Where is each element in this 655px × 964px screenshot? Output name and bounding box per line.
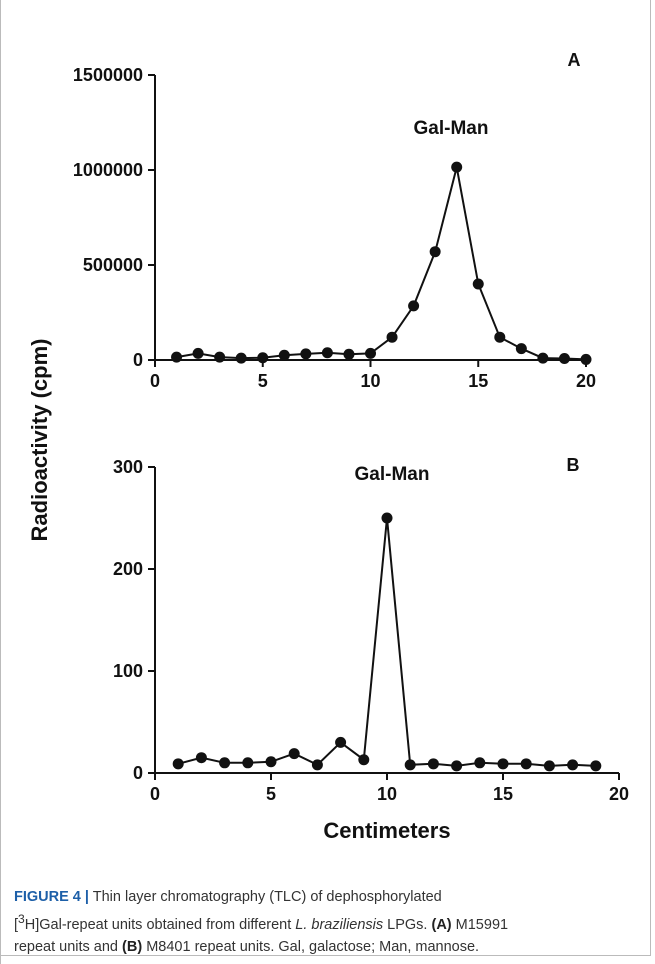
panel-a-peak-annotation: Gal-Man (414, 118, 489, 139)
panel-b-x-tick-label: 15 (493, 784, 513, 804)
caption-ref-b: (B) (122, 938, 143, 955)
panel-a-chart: 0 500000 1000000 1500000 0 5 10 15 20 A Gal-Man (73, 50, 596, 391)
panel-a-label: A (568, 50, 581, 70)
panel-b-y-tick-label: 300 (113, 457, 143, 477)
panel-a-x-tick-label: 5 (258, 371, 268, 391)
caption-text-4: repeat units and (14, 938, 123, 955)
panel-a-x-tick-label: 15 (468, 371, 488, 391)
panel-a-series-line (176, 166, 587, 361)
panel-b-data-point (404, 759, 416, 771)
x-axis-label: Centimeters (323, 818, 450, 843)
panel-b-data-point (590, 760, 602, 772)
panel-a-data-point (386, 331, 398, 343)
panel-a-data-point (537, 352, 549, 364)
caption-species: L. braziliensis (295, 916, 384, 933)
caption-text-2-pre: [ (14, 916, 19, 933)
panel-b-data-point (195, 752, 207, 764)
panel-a-x-tick-label: 10 (360, 371, 380, 391)
panel-a-data-point (429, 246, 441, 258)
caption-superscript: 3 (18, 912, 25, 926)
panel-b-data-point (335, 736, 347, 748)
panel-a-data-point (365, 347, 376, 359)
caption-text-2-end: LPGs. (383, 916, 432, 933)
panel-a-data-point (300, 348, 312, 360)
panel-b-y-tick-label: 200 (113, 559, 143, 579)
panel-b-data-point (172, 758, 184, 770)
panel-a-y-tick-label: 500000 (83, 255, 143, 275)
figure-caption: FIGURE 4 | Thin layer chromatography (TL… (14, 886, 644, 958)
panel-b-data-point (288, 748, 300, 760)
caption-text-5: M8401 repeat units. Gal, galactose; Man,… (142, 938, 480, 955)
caption-text-2: H]Gal-repeat units obtained from differe… (24, 916, 296, 933)
panel-a-data-point (278, 349, 290, 361)
tlc-figure: Radioactivity (cpm) Centimeters 0 500000 1… (27, 50, 629, 843)
panel-a-data-point (343, 348, 355, 360)
panel-b-data-point (219, 757, 231, 769)
panel-b-data-point (358, 754, 370, 766)
panel-b-x-tick-label: 0 (150, 784, 160, 804)
panel-b-x-tick-label: 5 (266, 784, 276, 804)
panel-a-data-point (192, 347, 204, 359)
panel-a-data-point (171, 351, 183, 363)
panel-a-y-tick-label: 1500000 (73, 65, 143, 85)
panel-b-peak-annotation: Gal-Man (355, 464, 430, 485)
panel-b-data-point (381, 512, 393, 524)
panel-a-data-point (494, 331, 506, 343)
panel-a-data-point (580, 353, 592, 365)
panel-b-y-tick-label: 0 (133, 763, 143, 783)
panel-a-y-tick-label: 1000000 (73, 160, 143, 180)
panel-a-data-point (451, 161, 463, 173)
panel-a-data-point (214, 351, 226, 363)
panel-b-data-point (427, 758, 439, 770)
caption-text-3: M15991 (451, 916, 509, 933)
panel-a-data-point (472, 278, 484, 290)
panel-a-x-tick-label: 20 (576, 371, 596, 391)
panel-b-series-line (177, 517, 596, 767)
panel-a-data-point (515, 343, 527, 355)
panel-b-data-point (242, 757, 254, 769)
panel-b-data-point (497, 758, 509, 770)
panel-b-data-point (567, 759, 579, 771)
panel-a-data-point (408, 300, 420, 312)
panel-b-data-point (311, 759, 323, 771)
panel-a-data-point (235, 352, 247, 364)
caption-text-1: Thin layer chromatography (TLC) of depho… (88, 889, 442, 905)
panel-b-data-point (520, 758, 532, 770)
panel-b-data-point (451, 760, 463, 772)
panel-b-x-tick-label: 20 (609, 784, 629, 804)
caption-label: FIGURE 4 | (14, 889, 89, 905)
panel-b-data-point (265, 756, 277, 768)
caption-ref-a: (A) (431, 916, 452, 933)
panel-b-chart: 0 100 200 300 0 5 10 15 20 B Gal-Man (113, 455, 629, 804)
panel-a-data-point (257, 352, 269, 364)
panel-b-label: B (567, 455, 580, 475)
panel-b-y-tick-label: 100 (113, 661, 143, 681)
panel-a-x-tick-label: 0 (150, 371, 160, 391)
y-axis-label: Radioactivity (cpm) (27, 339, 52, 542)
panel-b-data-point (543, 760, 555, 772)
panel-a-data-point (558, 352, 570, 364)
panel-b-x-tick-label: 10 (377, 784, 397, 804)
panel-a-data-point (321, 347, 333, 359)
panel-b-data-point (474, 757, 486, 769)
panel-a-y-tick-label: 0 (133, 350, 143, 370)
